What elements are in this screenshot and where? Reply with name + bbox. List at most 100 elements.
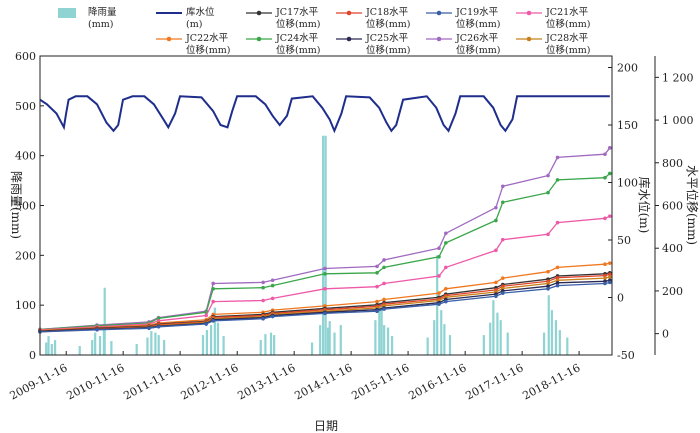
series-point-JC24: [375, 270, 379, 275]
legend-marker-JC17: [256, 10, 262, 16]
series-point-JC26: [323, 266, 327, 271]
rainfall-bar: [201, 335, 205, 355]
legend-marker-JC18: [346, 10, 352, 16]
water-level-line: [39, 95, 610, 134]
series-point-JC21: [555, 220, 560, 225]
rainfall-bar: [91, 340, 94, 355]
legend-sublabel-JC28: 位移(mm): [546, 44, 590, 56]
rainfall-bar: [333, 332, 336, 355]
rainfall-bar: [47, 336, 50, 355]
x-tick-label: 2013-11-16: [235, 361, 297, 402]
series-point-JC19: [608, 280, 612, 285]
y-left-tick-label: 300: [15, 200, 36, 213]
x-tick-label: 2012-11-16: [179, 361, 241, 402]
rainfall-bar: [222, 336, 225, 355]
series-point-JC21: [375, 284, 379, 289]
rainfall-bar: [269, 332, 273, 355]
legend-sublabel-JC26: 位移(mm): [456, 44, 500, 56]
series-point-JC22: [382, 297, 386, 302]
series-point-JC26: [382, 258, 386, 262]
series-point-JC19: [375, 309, 379, 314]
series-point-JC21: [204, 313, 208, 318]
series-point-JC26: [603, 152, 607, 157]
y-right-tick-label: 600: [662, 200, 683, 213]
series-point-JC22: [603, 262, 607, 267]
rainfall-bar: [374, 320, 377, 355]
legend-sublabel-JC19: 位移(mm): [456, 18, 500, 30]
x-tick-label: 2009-11-16: [8, 361, 70, 402]
x-tick-label: 2015-11-16: [349, 361, 411, 402]
rainfall-bar: [322, 135, 325, 355]
rainfall-bar: [53, 340, 57, 355]
legend-label-JC24: JC24水平: [275, 32, 319, 44]
y-left-axis-label: 降雨量(mm): [9, 171, 23, 239]
legend-marker-JC21: [526, 10, 532, 16]
rainfall-bar: [94, 332, 97, 355]
rainfall-bar: [566, 337, 569, 355]
y-left-tick-label: 500: [15, 100, 36, 113]
rainfall-bar: [103, 287, 106, 355]
rainfall-bar: [326, 327, 330, 355]
rainfall-bar: [542, 332, 546, 355]
y-left-tick-label: 100: [15, 299, 36, 312]
legend-label-JC26: JC26水平: [455, 32, 499, 44]
series-point-JC21: [211, 299, 215, 304]
rainfall-bar: [426, 337, 429, 355]
series-point-JC24: [608, 171, 612, 176]
series-point-JC24: [156, 316, 161, 321]
x-tick-label: 2017-11-16: [463, 361, 525, 402]
rainfall-bar: [45, 342, 48, 355]
series-point-JC19: [323, 311, 327, 316]
y-left-tick-label: 0: [29, 349, 36, 362]
series-point-JC21: [261, 298, 265, 303]
rainfall-bar: [50, 344, 53, 355]
y-mid-tick-label: 200: [617, 62, 638, 75]
series-point-JC26: [211, 281, 215, 286]
rainfall-bar: [550, 310, 553, 355]
series-point-JC25: [546, 284, 550, 289]
series-point-JC26: [546, 173, 550, 178]
legend-swatch-rain: [58, 8, 76, 18]
series-point-JC19: [444, 299, 448, 304]
series-point-JC24: [382, 265, 386, 270]
series-point-JC19: [147, 326, 151, 331]
displacement-lines: [38, 146, 612, 334]
series-point-JC19: [555, 283, 560, 288]
x-tick-label: 2011-11-16: [121, 361, 183, 402]
series-point-JC21: [603, 216, 607, 221]
legend-sublabel-JC25: 位移(mm): [366, 44, 410, 56]
rainfall-bar: [259, 340, 262, 355]
series-point-JC26: [375, 264, 379, 269]
rainfall-bar: [154, 332, 157, 355]
y-mid-tick-label: 50: [617, 234, 631, 247]
series-point-JC22: [546, 269, 550, 274]
rainfall-bar: [433, 320, 436, 355]
rainfall-bar: [448, 335, 452, 355]
y-mid-tick-label: 0: [617, 292, 624, 305]
y-left-tick-label: 600: [15, 50, 36, 63]
series-point-JC22: [444, 286, 448, 291]
series-point-JC21: [323, 286, 327, 291]
rainfall-bar: [205, 330, 208, 355]
series-point-JC22: [375, 299, 379, 304]
series-point-JC22: [608, 261, 612, 265]
series-point-JC28: [546, 281, 550, 286]
legend-sublabel-JC17: 位移(mm): [276, 18, 320, 30]
series-point-JC22: [437, 291, 441, 295]
water-level-path: [39, 95, 610, 134]
series-point-JC19: [603, 281, 607, 286]
rainfall-bar: [443, 324, 446, 355]
legend-marker-JC28: [526, 36, 532, 42]
y-right-tick-label: 0: [662, 328, 669, 341]
series-point-JC26: [444, 231, 448, 236]
series-point-JC28: [500, 286, 505, 291]
rainfall-bar: [110, 341, 113, 355]
y-right-axis-label: 水平位移(mm): [685, 165, 700, 245]
legend-label-JC17: JC17水平: [275, 6, 319, 18]
series-point-JC21: [546, 232, 550, 237]
y-right-tick-label: 1 000: [662, 114, 694, 127]
rainfall-bar: [98, 336, 102, 355]
series-point-JC24: [494, 218, 498, 223]
series-point-JC24: [500, 200, 505, 205]
series-point-JC19: [270, 314, 275, 319]
